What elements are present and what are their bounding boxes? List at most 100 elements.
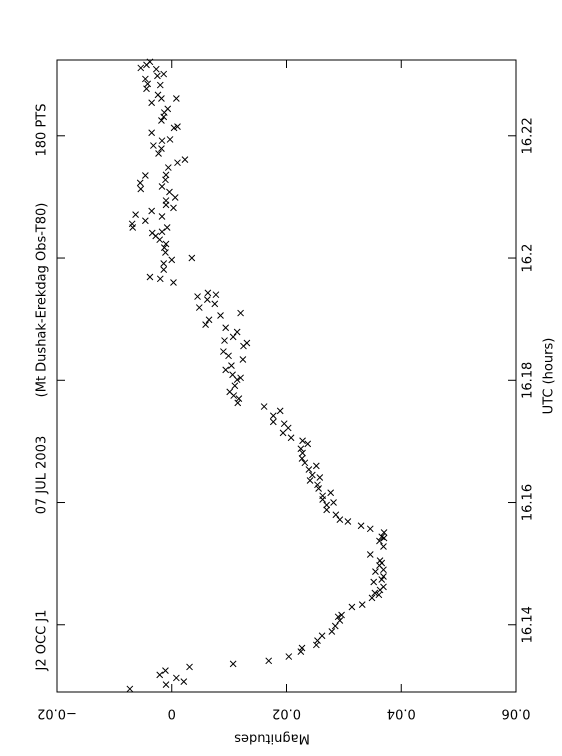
data-point	[194, 293, 201, 300]
data-point	[348, 603, 356, 611]
data-point	[204, 289, 212, 297]
data-point	[166, 188, 173, 196]
data-point	[234, 399, 242, 407]
data-point	[316, 474, 324, 481]
data-point	[220, 348, 227, 355]
data-point	[188, 254, 196, 262]
y-tick-label: −0.02	[37, 706, 77, 721]
data-point	[162, 240, 170, 248]
data-point	[229, 371, 236, 379]
data-point	[146, 273, 154, 281]
data-point	[330, 499, 337, 506]
data-point	[160, 260, 168, 267]
data-point	[181, 156, 189, 163]
data-point	[174, 123, 181, 130]
data-point	[222, 324, 230, 332]
data-point	[142, 217, 149, 225]
data-point	[226, 388, 234, 396]
annotation: 07 JUL 2003	[35, 436, 50, 514]
data-point	[168, 256, 176, 264]
x-tick-label: 16.22	[521, 117, 536, 154]
data-point	[344, 518, 352, 525]
data-point	[154, 91, 162, 99]
data-point	[315, 485, 322, 492]
data-point	[158, 145, 165, 152]
data-point	[299, 449, 306, 457]
data-point	[158, 228, 166, 236]
data-point	[338, 611, 345, 619]
data-point	[265, 657, 273, 665]
data-point	[229, 660, 237, 668]
data-point	[280, 420, 288, 428]
x-tick-label: 16.16	[521, 484, 536, 521]
data-point	[162, 667, 169, 674]
data-point	[126, 685, 134, 693]
data-point	[160, 244, 168, 251]
data-point	[225, 352, 232, 360]
data-point	[202, 321, 209, 329]
data-point	[269, 412, 277, 420]
data-point	[370, 578, 378, 586]
data-point	[132, 211, 139, 218]
data-point	[148, 99, 156, 107]
data-point	[154, 72, 161, 80]
data-point	[162, 171, 170, 179]
data-point	[155, 150, 162, 157]
data-point	[336, 516, 344, 523]
data-point	[137, 64, 145, 72]
data-point	[170, 204, 177, 212]
data-point	[375, 591, 383, 599]
data-point	[357, 522, 365, 530]
data-point	[269, 418, 277, 426]
data-point	[327, 489, 335, 497]
y-tick-label: 0.02	[272, 706, 301, 721]
data-point	[308, 471, 316, 479]
data-point	[298, 644, 306, 652]
x-tick-label: 16.14	[521, 606, 536, 643]
data-point	[378, 576, 386, 583]
data-point	[158, 183, 166, 190]
data-point	[336, 617, 344, 624]
annotation: J2 OCC J1	[35, 610, 50, 672]
data-point	[160, 266, 168, 274]
y-tick-label: 0.06	[502, 706, 531, 721]
data-point	[233, 328, 241, 336]
data-point	[287, 434, 295, 442]
data-point	[366, 551, 374, 558]
annotation: (Mt Dushak-Erekdag Obs-T80)	[35, 203, 50, 398]
data-point	[376, 537, 383, 545]
data-point	[164, 164, 172, 171]
data-point	[162, 681, 170, 689]
data-point	[156, 275, 164, 283]
data-point	[195, 304, 203, 311]
data-point	[358, 601, 366, 608]
data-point	[150, 142, 157, 149]
data-point	[276, 407, 284, 415]
data-point	[164, 105, 172, 113]
data-point	[237, 309, 244, 317]
data-point	[243, 339, 251, 347]
data-point	[235, 395, 243, 402]
data-point	[378, 559, 386, 567]
data-point	[172, 95, 180, 102]
data-point	[160, 70, 168, 78]
data-point	[174, 159, 181, 167]
data-point	[163, 224, 171, 231]
y-tick-label: 0.04	[387, 706, 416, 721]
annotation: 180 PTS	[35, 104, 50, 157]
data-point	[319, 492, 326, 500]
data-point	[158, 137, 166, 145]
data-point	[279, 429, 287, 437]
data-point	[148, 207, 156, 215]
data-point	[144, 80, 152, 88]
data-point	[158, 213, 166, 220]
data-point	[228, 362, 235, 369]
data-point	[231, 382, 239, 390]
data-point	[136, 179, 144, 187]
data-point	[301, 459, 309, 467]
data-point	[143, 85, 150, 93]
data-point	[172, 674, 180, 682]
data-point	[312, 462, 320, 470]
data-point	[229, 333, 237, 341]
data-point	[166, 136, 174, 143]
